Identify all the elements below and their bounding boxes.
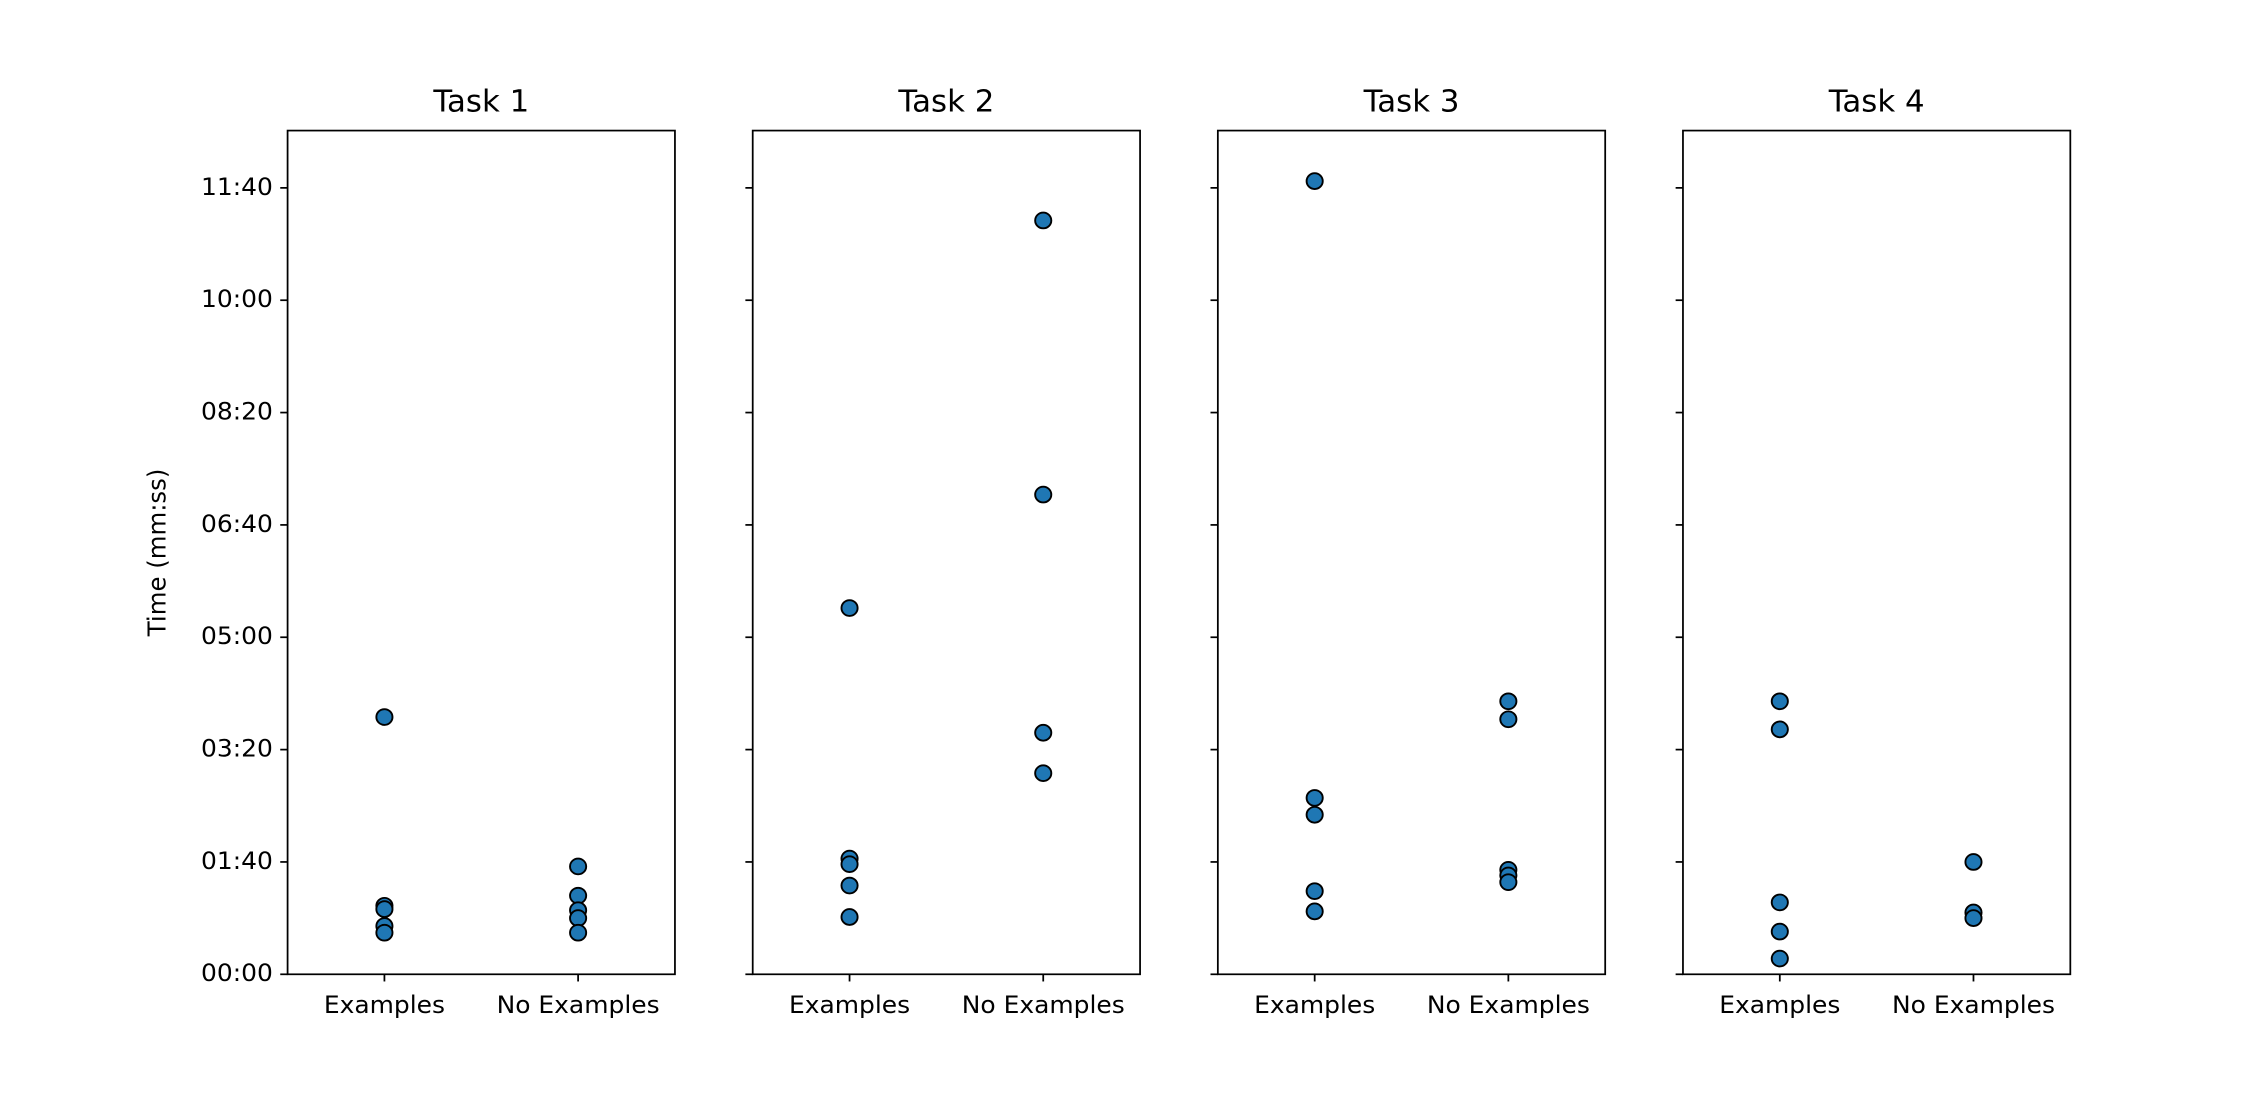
point bbox=[1964, 909, 1983, 927]
y-tick-label: 03:20 bbox=[201, 734, 273, 763]
point bbox=[375, 900, 394, 918]
y-tick-label: 05:00 bbox=[201, 621, 273, 650]
point bbox=[375, 708, 394, 726]
point bbox=[1305, 805, 1324, 824]
y-tick-label: 11:40 bbox=[201, 172, 273, 201]
point bbox=[840, 908, 859, 926]
point bbox=[1770, 893, 1789, 912]
axes-frame bbox=[1682, 129, 2072, 976]
point bbox=[1034, 211, 1053, 230]
point bbox=[569, 857, 588, 876]
point bbox=[1499, 692, 1518, 711]
point bbox=[1964, 853, 1983, 871]
point bbox=[1770, 949, 1789, 968]
x-tick-label: No Examples bbox=[1427, 990, 1590, 1019]
x-tick-label: No Examples bbox=[962, 990, 1125, 1019]
y-tick-label: 10:00 bbox=[201, 284, 273, 313]
point bbox=[1499, 873, 1518, 891]
subplot-title: Task 2 bbox=[897, 85, 994, 120]
y-tick-label: 00:00 bbox=[201, 958, 273, 987]
x-tick-label: No Examples bbox=[497, 990, 660, 1019]
point bbox=[569, 909, 588, 927]
point bbox=[1305, 902, 1324, 921]
x-tick-label: Examples bbox=[1254, 990, 1375, 1019]
axes-frame bbox=[286, 129, 676, 976]
point bbox=[1034, 485, 1053, 504]
point bbox=[1770, 922, 1789, 941]
point bbox=[840, 599, 859, 617]
point bbox=[1305, 789, 1324, 807]
subplot-title: Task 4 bbox=[1828, 85, 1925, 120]
subplot-title: Task 3 bbox=[1363, 85, 1460, 120]
point bbox=[840, 876, 859, 895]
y-tick-label: 01:40 bbox=[201, 846, 273, 875]
axes-frame bbox=[751, 129, 1141, 976]
x-tick-label: Examples bbox=[324, 990, 445, 1019]
point bbox=[375, 923, 394, 942]
point bbox=[569, 923, 588, 942]
y-axis-label: Time (mm:ss) bbox=[142, 469, 171, 638]
point bbox=[1305, 172, 1324, 190]
x-tick-label: No Examples bbox=[1892, 990, 2055, 1019]
x-tick-label: Examples bbox=[789, 990, 910, 1019]
point bbox=[1499, 710, 1518, 729]
point bbox=[569, 886, 588, 905]
point bbox=[1770, 720, 1789, 739]
y-tick-label: 06:40 bbox=[201, 509, 273, 538]
y-tick-label: 08:20 bbox=[201, 397, 273, 426]
subplot-title: Task 1 bbox=[432, 85, 529, 120]
point bbox=[1034, 764, 1053, 783]
point bbox=[1305, 882, 1324, 900]
point bbox=[1034, 723, 1053, 742]
x-tick-label: Examples bbox=[1719, 990, 1840, 1019]
axes-frame bbox=[1216, 129, 1607, 976]
point bbox=[1770, 692, 1789, 711]
point bbox=[840, 855, 859, 874]
